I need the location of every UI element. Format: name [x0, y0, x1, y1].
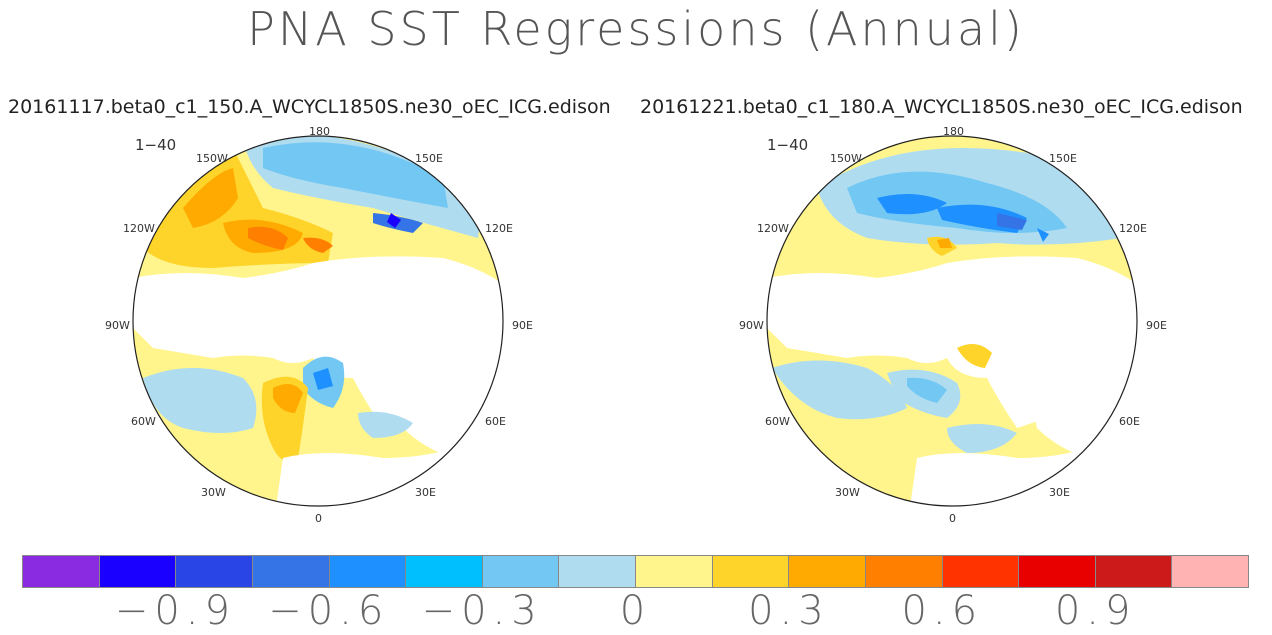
lon-label: 120W: [757, 222, 789, 235]
lon-label: 30E: [415, 486, 436, 499]
lon-label: 150W: [196, 152, 228, 165]
colorbar-swatch: [559, 556, 636, 587]
lon-label: 30E: [1049, 486, 1070, 499]
lon-label: 0: [949, 512, 956, 525]
colorbar-swatch: [636, 556, 713, 587]
colorbar-swatch: [1095, 556, 1173, 587]
colorbar-tick-label: −0.6: [268, 588, 390, 634]
lon-label: 30W: [201, 486, 226, 499]
lon-label: 60W: [131, 415, 156, 428]
colorbar-swatch: [99, 556, 177, 587]
lon-label: 30W: [835, 486, 860, 499]
polar-map-left: [132, 135, 504, 507]
lon-label: 150W: [830, 152, 862, 165]
colorbar-swatch: [23, 556, 100, 587]
lon-label: 0: [315, 512, 322, 525]
lon-label: 150E: [415, 152, 443, 165]
lon-label: 180: [943, 125, 964, 138]
map-panel-left: 1−40 180 150W 150E 120W 120E 90W 90E 60W…: [105, 125, 533, 528]
lon-label: 90E: [512, 319, 533, 332]
lon-label: 60E: [485, 415, 506, 428]
case-label-right: 20161221.beta0_c1_180.A_WCYCL1850S.ne30_…: [640, 96, 1243, 118]
lon-label: 120E: [485, 222, 513, 235]
lon-label: 90W: [739, 319, 764, 332]
lon-label: 90E: [1146, 319, 1167, 332]
lon-label: 60W: [765, 415, 790, 428]
period-label-left: 1−40: [135, 136, 177, 154]
colorbar-swatch: [329, 556, 407, 587]
colorbar-swatch: [942, 556, 1020, 587]
colorbar-swatch: [1172, 556, 1248, 587]
polar-map-right: [766, 135, 1138, 507]
colorbar-tick-label: 0: [619, 588, 652, 634]
lon-label: 150E: [1049, 152, 1077, 165]
colorbar-swatch: [712, 556, 790, 587]
lon-label: 120W: [123, 222, 155, 235]
colorbar-swatch: [865, 556, 943, 587]
lon-label: 90W: [105, 319, 130, 332]
map-panel-right: 1−40 180 150W 150E 120W 120E 90W 90E 60W…: [739, 125, 1167, 528]
colorbar-tick-label: −0.3: [421, 588, 543, 634]
colorbar-swatch: [176, 556, 253, 587]
colorbar-swatch: [406, 556, 483, 587]
colorbar-tick-label: 0.3: [748, 588, 830, 634]
lon-label: 120E: [1119, 222, 1147, 235]
colorbar-tick-label: −0.9: [114, 588, 236, 634]
colorbar: [22, 555, 1249, 588]
lon-label: 180: [309, 125, 330, 138]
colorbar-swatch: [1019, 556, 1096, 587]
figure-title: PNA SST Regressions (Annual): [247, 2, 1025, 56]
lon-label: 60E: [1119, 415, 1140, 428]
colorbar-tick-label: 0.9: [1054, 588, 1137, 634]
colorbar-swatch: [482, 556, 560, 587]
colorbar-swatch: [789, 556, 866, 587]
case-label-left: 20161117.beta0_c1_150.A_WCYCL1850S.ne30_…: [8, 96, 611, 118]
colorbar-swatch: [252, 556, 330, 587]
period-label-right: 1−40: [767, 136, 809, 154]
colorbar-tick-label: 0.6: [901, 588, 984, 634]
